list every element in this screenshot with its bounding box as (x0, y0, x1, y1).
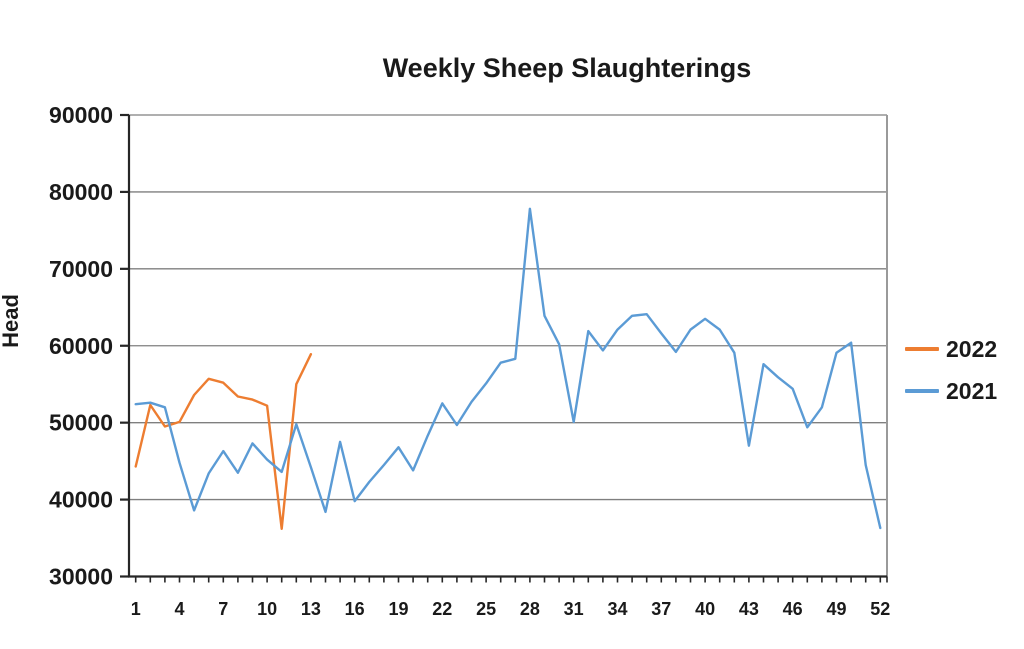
x-tick-label: 7 (218, 599, 228, 619)
x-tick-label: 31 (564, 599, 584, 619)
legend-entry-2021[interactable]: 2021 (905, 370, 997, 412)
legend-label: 2021 (946, 377, 998, 404)
series-2022-line (134, 353, 313, 530)
x-tick-label: 4 (174, 599, 184, 619)
x-tick-label: 52 (870, 599, 890, 619)
y-tick-label: 90000 (49, 102, 113, 128)
x-tick-label: 1 (131, 599, 141, 619)
y-tick-label: 40000 (49, 487, 113, 513)
x-tick-label: 37 (651, 599, 671, 619)
legend-entry-2022[interactable]: 2022 (905, 328, 997, 370)
x-tick-label: 25 (476, 599, 496, 619)
x-tick-label: 19 (388, 599, 408, 619)
y-tick-label: 30000 (49, 564, 113, 590)
x-tick-label: 28 (520, 599, 540, 619)
x-tick-label: 46 (783, 599, 803, 619)
legend-label: 2022 (946, 335, 998, 362)
x-tick-label: 16 (345, 599, 365, 619)
y-tick-label: 50000 (49, 410, 113, 436)
x-tick-label: 13 (301, 599, 321, 619)
y-axis-title: Head (0, 294, 23, 348)
legend-line-marker-2021 (905, 389, 939, 393)
y-tick-label: 60000 (49, 333, 113, 359)
legend-line-marker-2022 (905, 347, 939, 351)
x-tick-label: 10 (257, 599, 277, 619)
y-tick-label: 80000 (49, 179, 113, 205)
x-tick-label: 49 (826, 599, 846, 619)
x-tick-label: 40 (695, 599, 715, 619)
series-2021-line (134, 207, 882, 530)
legend: 2022 2021 (905, 328, 997, 412)
chart-title: Weekly Sheep Slaughterings (382, 53, 752, 83)
x-tick-label: 34 (607, 599, 627, 619)
x-tick-label: 43 (739, 599, 759, 619)
y-tick-label: 70000 (49, 256, 113, 282)
x-tick-label: 22 (432, 599, 452, 619)
